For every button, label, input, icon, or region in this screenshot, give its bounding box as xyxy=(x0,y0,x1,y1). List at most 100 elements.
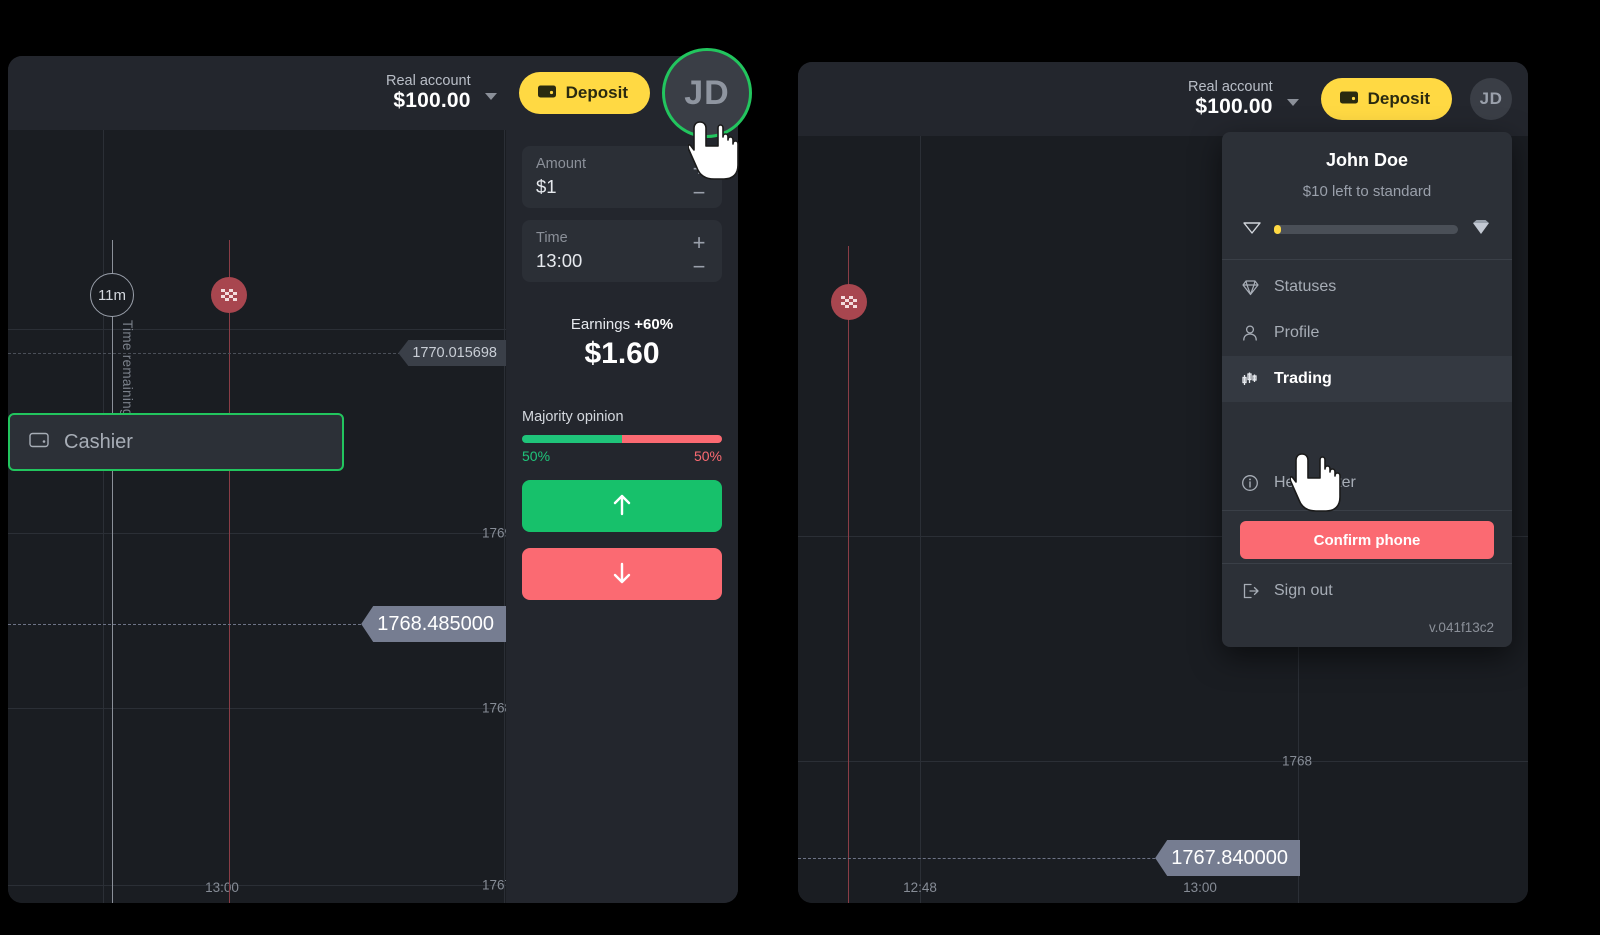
time-decrease-button[interactable]: − xyxy=(692,254,706,279)
time-value: 13:00 xyxy=(536,250,583,272)
gridline-h xyxy=(8,329,738,330)
menu-item-label: Trading xyxy=(1274,370,1332,387)
user-dropdown-menu: John Doe $10 left to standard xyxy=(1222,132,1512,647)
avatar[interactable]: JD xyxy=(662,48,752,138)
arrow-up-icon xyxy=(612,494,632,519)
status-progress-fill xyxy=(1274,225,1282,234)
menu-item-label: Statuses xyxy=(1274,278,1337,295)
majority-up-percent: 50% xyxy=(522,448,551,464)
wallet-icon xyxy=(1339,89,1359,110)
status-progress-text: $10 left to standard xyxy=(1302,183,1432,200)
avatar[interactable]: JD xyxy=(1470,78,1512,120)
amount-field[interactable]: Amount $1 + − xyxy=(522,146,722,208)
chevron-down-icon[interactable] xyxy=(484,92,497,100)
majority-down-percent: 50% xyxy=(693,448,722,464)
info-icon xyxy=(1240,473,1260,493)
time-increase-button[interactable]: + xyxy=(692,230,706,255)
forecast-line xyxy=(8,353,506,354)
arrow-down-icon xyxy=(612,562,632,587)
earnings-block: Earnings +60% $1.60 xyxy=(522,316,722,371)
majority-opinion-bar xyxy=(522,435,722,443)
candles-icon xyxy=(1240,369,1260,389)
chevron-down-icon[interactable] xyxy=(1286,98,1299,106)
x-axis-tick: 12:48 xyxy=(903,880,937,895)
menu-item-sign-out[interactable]: Sign out xyxy=(1222,568,1512,614)
amount-label: Amount xyxy=(536,156,586,172)
user-icon xyxy=(1240,323,1260,343)
y-axis-tick: 1769 xyxy=(481,525,512,541)
gridline-h xyxy=(798,536,1528,537)
amount-value: $1 xyxy=(536,176,557,198)
call-up-button[interactable] xyxy=(522,480,722,532)
gridline-h xyxy=(8,708,738,709)
put-down-button[interactable] xyxy=(522,548,722,600)
status-progress-bar xyxy=(1274,225,1458,234)
trading-window-left: 1769 1768 1767 13:00 11m Time remaining xyxy=(8,56,738,903)
app-version: v.041f13c2 xyxy=(1428,620,1494,635)
gridline-v xyxy=(920,136,921,903)
diamond-icon xyxy=(1240,277,1260,297)
y-axis-tick: 1768 xyxy=(481,700,512,716)
menu-item-help-center[interactable]: Help center xyxy=(1222,460,1512,506)
header-bar-left: Real account $100.00 Deposit xyxy=(8,56,738,130)
amount-decrease-button[interactable]: − xyxy=(692,180,706,205)
y-axis-tick: 1767 xyxy=(481,877,512,893)
user-menu-header: John Doe $10 left to standard xyxy=(1222,132,1512,255)
forecast-price-tag: 1770.015698 xyxy=(398,340,506,366)
confirm-phone-button[interactable]: Confirm phone xyxy=(1240,521,1494,559)
menu-item-label: Help center xyxy=(1274,474,1356,491)
current-price-tag: 1767.840000 xyxy=(1155,840,1300,876)
gridline-v xyxy=(504,130,505,903)
account-type-label: Real account xyxy=(1188,78,1273,95)
account-balance: $100.00 xyxy=(1195,95,1273,119)
menu-item-statuses[interactable]: Statuses xyxy=(1222,264,1512,310)
deposit-label: Deposit xyxy=(565,83,628,102)
deposit-button[interactable]: Deposit xyxy=(1320,78,1452,120)
trade-controls-panel: Amount $1 + − Time 13:00 + − Earnings +6… xyxy=(506,130,738,903)
x-axis-tick: 13:00 xyxy=(205,880,239,895)
expiry-stem xyxy=(848,246,849,903)
expiry-stem xyxy=(229,240,230,903)
current-price-line xyxy=(798,858,1300,859)
account-selector[interactable]: Real account $100.00 xyxy=(1188,79,1273,120)
earnings-percent: +60% xyxy=(634,316,674,333)
account-balance: $100.00 xyxy=(393,89,471,113)
time-remaining-stem xyxy=(112,240,113,903)
time-field[interactable]: Time 13:00 + − xyxy=(522,220,722,282)
divider xyxy=(1222,259,1512,260)
majority-down-segment xyxy=(622,435,722,443)
time-remaining-label: Time remaining xyxy=(120,320,135,417)
menu-item-trading[interactable]: Trading xyxy=(1222,356,1512,402)
gridline-h xyxy=(798,761,1528,762)
header-bar-right: Real account $100.00 Deposit JD xyxy=(798,62,1528,136)
current-price-line xyxy=(8,624,506,625)
amount-increase-button[interactable]: + xyxy=(692,156,706,181)
user-name: John Doe xyxy=(1325,150,1408,170)
account-selector[interactable]: Real account $100.00 xyxy=(386,73,471,114)
divider xyxy=(1222,563,1512,564)
cashier-row-spacer xyxy=(1222,402,1512,460)
deposit-button[interactable]: Deposit xyxy=(518,72,650,114)
gridline-h xyxy=(8,885,738,886)
deposit-label: Deposit xyxy=(1367,89,1430,108)
menu-item-cashier[interactable]: Cashier xyxy=(8,413,344,471)
diamond-outline-icon xyxy=(1242,219,1262,240)
earnings-label: Earnings xyxy=(570,316,631,333)
y-axis-tick: 1768 xyxy=(1281,753,1312,769)
checkered-flag-icon xyxy=(211,277,247,313)
earnings-amount: $1.60 xyxy=(584,337,660,370)
menu-item-profile[interactable]: Profile xyxy=(1222,310,1512,356)
wallet-icon xyxy=(537,83,557,104)
status-progress-row xyxy=(1238,218,1496,241)
majority-opinion-label: Majority opinion xyxy=(522,409,624,425)
gridline-h xyxy=(8,533,738,534)
checkered-flag-icon xyxy=(831,284,867,320)
diamond-filled-icon xyxy=(1470,218,1492,241)
time-label: Time xyxy=(536,230,568,246)
sign-out-icon xyxy=(1240,581,1260,601)
account-type-label: Real account xyxy=(386,72,471,89)
menu-item-label: Sign out xyxy=(1274,582,1333,599)
divider xyxy=(1222,510,1512,511)
time-remaining-badge: 11m xyxy=(90,273,134,317)
